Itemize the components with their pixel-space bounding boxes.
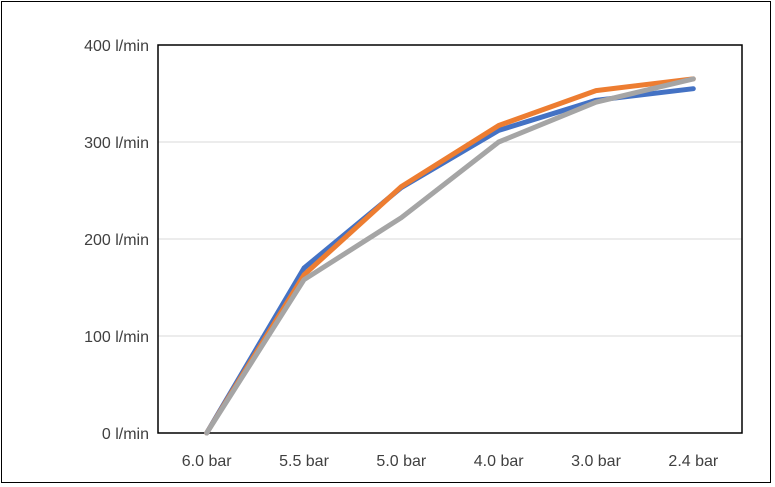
x-axis-ticks: 6.0 bar 5.5 bar 5.0 bar 4.0 bar 3.0 bar 2.4 b… <box>182 453 719 470</box>
x-tick-label: 3.0 bar <box>571 453 621 470</box>
y-axis-ticks: 0 l/min 100 l/min 200 l/min 300 l/min 400 l/… <box>84 38 149 443</box>
y-tick-label: 0 l/min <box>102 426 149 443</box>
x-tick-label: 5.0 bar <box>376 453 426 470</box>
series-line-3 <box>204 76 696 436</box>
series-lines <box>204 76 696 436</box>
plot-area <box>157 44 743 434</box>
series-line-1 <box>204 86 696 436</box>
x-tick-label: 2.4 bar <box>668 453 718 470</box>
gridlines <box>158 141 742 337</box>
x-tick-label: 5.5 bar <box>279 453 329 470</box>
y-tick-label: 300 l/min <box>84 135 149 152</box>
y-tick-label: 100 l/min <box>84 329 149 346</box>
x-tick-label: 4.0 bar <box>474 453 524 470</box>
y-tick-label: 400 l/min <box>84 38 149 55</box>
x-tick-label: 6.0 bar <box>182 453 232 470</box>
series-line-2 <box>204 76 696 436</box>
y-tick-label: 200 l/min <box>84 232 149 249</box>
